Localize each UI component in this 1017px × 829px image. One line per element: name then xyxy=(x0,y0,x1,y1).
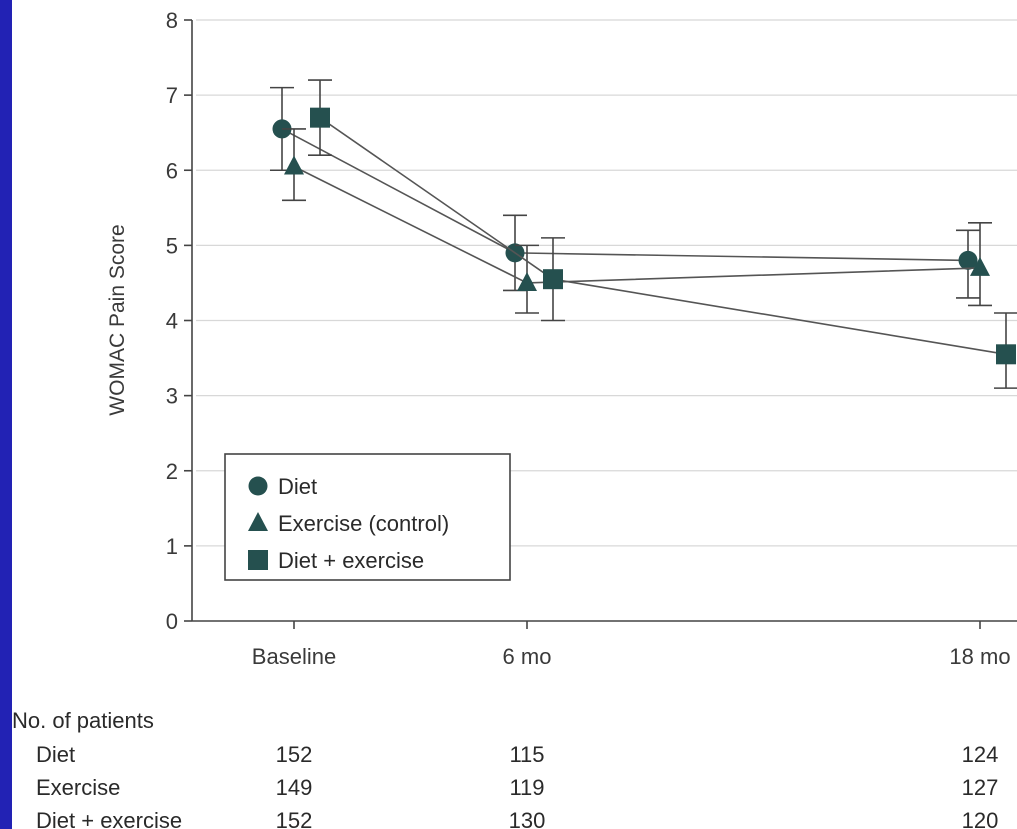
patients-count-0-1: 115 xyxy=(509,742,544,767)
patients-row-label-1: Exercise xyxy=(36,775,120,800)
y-tick-label-6: 6 xyxy=(166,158,178,183)
y-tick-label-1: 1 xyxy=(166,534,178,559)
patients-count-2-2: 120 xyxy=(962,808,999,829)
legend-box xyxy=(224,453,511,581)
y-tick-label-0: 0 xyxy=(166,609,178,634)
legend-label-1: Exercise (control) xyxy=(278,511,449,536)
legend: Diet Exercise (control) Diet + exercise xyxy=(224,453,511,581)
figure-panel: 0 1 2 3 4 5 6 7 8 Baseline 6 mo 18 mo WOMAC Pain Sco… xyxy=(12,0,1017,829)
patients-count-1-2: 127 xyxy=(962,775,999,800)
y-tick-label-2: 2 xyxy=(166,459,178,484)
y-tick-label-8: 8 xyxy=(166,8,178,33)
point-2-2 xyxy=(996,344,1016,365)
womac-pain-chart: 0 1 2 3 4 5 6 7 8 Baseline 6 mo 18 mo WOMAC Pain Sco… xyxy=(12,8,1017,829)
legend-marker-0 xyxy=(248,476,268,496)
y-axis-title: WOMAC Pain Score xyxy=(106,224,129,415)
patients-count-2-0: 152 xyxy=(276,808,313,829)
series-1 xyxy=(282,128,992,314)
point-1-2 xyxy=(970,256,990,276)
x-tick-label-0: Baseline xyxy=(252,644,336,669)
patients-count-1-0: 149 xyxy=(276,775,313,800)
patients-table: No. of patients Diet 152 115 124 Exercise 149 1… xyxy=(12,708,998,829)
axes: 0 1 2 3 4 5 6 7 8 Baseline 6 mo 18 mo WOMAC Pain Sco… xyxy=(106,8,1017,669)
legend-label-2: Diet + exercise xyxy=(278,548,424,573)
series-line-0 xyxy=(281,128,969,262)
patients-row-label-0: Diet xyxy=(36,742,75,767)
patients-count-2-1: 130 xyxy=(509,808,546,829)
series-layer xyxy=(270,79,1017,389)
y-tick-label-4: 4 xyxy=(166,309,178,334)
point-2-1 xyxy=(543,269,563,290)
y-tick-label-5: 5 xyxy=(166,233,178,258)
patients-count-0-0: 152 xyxy=(276,742,313,767)
patients-count-1-1: 119 xyxy=(509,775,544,800)
y-tick-label-3: 3 xyxy=(166,384,178,409)
point-0-2 xyxy=(958,250,978,270)
series-line-1 xyxy=(293,165,981,284)
legend-marker-2 xyxy=(248,550,268,570)
x-tick-label-1: 6 mo xyxy=(503,644,552,669)
legend-marker-1 xyxy=(248,512,268,531)
point-2-0 xyxy=(310,107,330,128)
x-tick-label-2: 18 mo xyxy=(949,644,1010,669)
point-1-0 xyxy=(284,155,304,175)
legend-label-0: Diet xyxy=(278,474,317,499)
series-0 xyxy=(270,86,980,299)
series-2 xyxy=(308,79,1017,389)
point-1-1 xyxy=(517,271,537,291)
patients-row-label-2: Diet + exercise xyxy=(36,808,182,829)
patients-table-title: No. of patients xyxy=(12,708,154,733)
patients-count-0-2: 124 xyxy=(962,742,999,767)
y-tick-label-7: 7 xyxy=(166,83,178,108)
series-line-2 xyxy=(319,117,1007,356)
